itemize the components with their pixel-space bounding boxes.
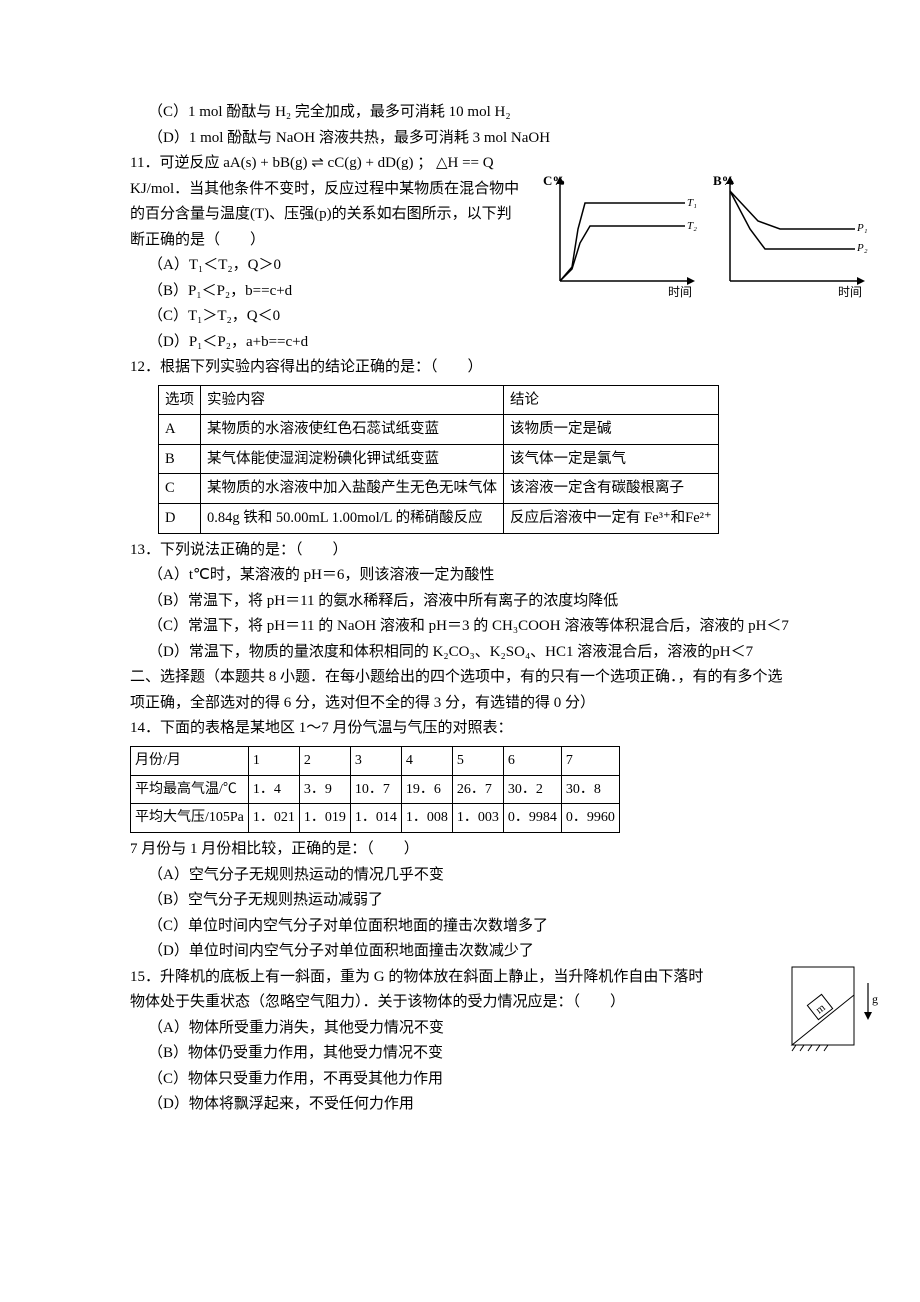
table-row: 月份/月 1 2 3 4 5 6 7 [131,746,620,775]
cell: 1．014 [350,804,401,833]
table-row: 平均大气压/105Pa 1．021 1．019 1．014 1．008 1．00… [131,804,620,833]
cell: D [159,504,201,534]
q11: 11．可逆反应 aA(s) + bB(g) ⇌ cC(g) + dD(g) ； … [130,151,790,355]
th: 3 [350,746,401,775]
th: 4 [401,746,452,775]
section-2-heading: 二、选择题（本题共 8 小题．在每小题给出的四个选项中，有的只有一个选项正确．，… [130,665,790,716]
cell: 0．9960 [561,804,619,833]
cell: 该气体一定是氯气 [504,444,719,474]
q15-figure: m g [790,965,880,1055]
q11-option-b: （B）P₁＜P₂，b==c+d [130,279,520,305]
cell: 30．8 [561,775,619,804]
th: 5 [452,746,503,775]
q14-stem: 14．下面的表格是某地区 1～7 月份气温与气压的对照表： [130,716,790,742]
th-conclusion: 结论 [504,385,719,415]
q15-option-a: （A）物体所受重力消失，其他受力情况不变 [130,1016,790,1042]
q15-stem: 15．升降机的底板上有一斜面，重为 G 的物体放在斜面上静止，当升降机作自由下落… [130,965,710,1016]
cell: 26．7 [452,775,503,804]
q15: 15．升降机的底板上有一斜面，重为 G 的物体放在斜面上静止，当升降机作自由下落… [130,965,790,1118]
table-row: 选项 实验内容 结论 [159,385,719,415]
q11-option-c: （C）T₁＞T₂，Q＜0 [130,304,520,330]
cell: 该溶液一定含有碳酸根离子 [504,474,719,504]
q11-option-a: （A）T₁＜T₂，Q＞0 [130,253,520,279]
cell: 0．9984 [503,804,561,833]
q14-option-d: （D）单位时间内空气分子对单位面积地面撞击次数减少了 [130,939,790,965]
q13-stem: 13．下列说法正确的是：（ ） [130,538,790,564]
q14-table: 月份/月 1 2 3 4 5 6 7 平均最高气温/℃ 1．4 3．9 10．7… [130,746,620,833]
q11-stem-1: 11．可逆反应 aA(s) + bB(g) ⇌ cC(g) + dD(g) ； … [130,151,520,177]
th-content: 实验内容 [201,385,504,415]
q15-option-c: （C）物体只受重力作用，不再受其他力作用 [130,1067,790,1093]
row-label: 平均大气压/105Pa [131,804,249,833]
cell: B [159,444,201,474]
q15-option-d: （D）物体将飘浮起来，不受任何力作用 [130,1092,790,1118]
q10-option-d: （D）1 mol 酚酞与 NaOH 溶液共热，最多可消耗 3 mol NaOH [130,126,790,152]
q11-charts: C% 时间 T₁ T₂ B% 时间 P₁ P₂ [540,171,880,301]
q14-option-b: （B）空气分子无规则热运动减弱了 [130,888,790,914]
cell: 1．003 [452,804,503,833]
q14-option-c: （C）单位时间内空气分子对单位面积地面的撞击次数增多了 [130,914,790,940]
chart-l-ylabel: C% [543,173,565,188]
q13-option-a: （A）t℃时，某溶液的 pH＝6，则该溶液一定为酸性 [130,563,790,589]
chart-l-t1: T₁ [687,197,697,209]
cell: 某物质的水溶液使红色石蕊试纸变蓝 [201,415,504,445]
q13-option-b: （B）常温下，将 pH＝11 的氨水稀释后，溶液中所有离子的浓度均降低 [130,589,790,615]
q11-option-d: （D）P₁＜P₂，a+b==c+d [130,330,520,356]
chart-l-t2: T₂ [687,220,697,232]
q12-table: 选项 实验内容 结论 A 某物质的水溶液使红色石蕊试纸变蓝 该物质一定是碱 B … [158,385,719,534]
q13-option-c: （C）常温下，将 pH＝11 的 NaOH 溶液和 pH＝3 的 CH₃COOH… [130,614,790,640]
chart-l-xlabel: 时间 [668,285,692,299]
th: 6 [503,746,561,775]
q11-chart-left: C% 时间 T₁ T₂ [540,171,710,301]
q15-option-b: （B）物体仍受重力作用，其他受力情况不变 [130,1041,790,1067]
cell: 3．9 [299,775,350,804]
th: 月份/月 [131,746,249,775]
q14-option-a: （A）空气分子无规则热运动的情况几乎不变 [130,863,790,889]
chart-r-p2: P₂ [856,242,868,254]
q11-chart-right: B% 时间 P₁ P₂ [710,171,880,301]
th-opt: 选项 [159,385,201,415]
table-row: A 某物质的水溶液使红色石蕊试纸变蓝 该物质一定是碱 [159,415,719,445]
th: 7 [561,746,619,775]
chart-r-p1: P₁ [856,222,868,234]
q13-option-d: （D）常温下，物质的量浓度和体积相同的 K₂CO₃、K₂SO₄、HC1 溶液混合… [130,640,790,666]
cell: 30．2 [503,775,561,804]
cell: 1．4 [248,775,299,804]
cell: 19．6 [401,775,452,804]
cell: 1．019 [299,804,350,833]
cell: 某气体能使湿润淀粉碘化钾试纸变蓝 [201,444,504,474]
cell: 1．008 [401,804,452,833]
q14-sub: 7 月份与 1 月份相比较，正确的是：（ ） [130,837,790,863]
table-row: B 某气体能使湿润淀粉碘化钾试纸变蓝 该气体一定是氯气 [159,444,719,474]
fig-g-label: g [872,992,878,1006]
cell: 1．021 [248,804,299,833]
cell: 某物质的水溶液中加入盐酸产生无色无味气体 [201,474,504,504]
th: 1 [248,746,299,775]
cell: 10．7 [350,775,401,804]
row-label: 平均最高气温/℃ [131,775,249,804]
q10-option-c: （C）1 mol 酚酞与 H₂ 完全加成，最多可消耗 10 mol H₂ [130,100,790,126]
cell: A [159,415,201,445]
th: 2 [299,746,350,775]
q12-stem: 12．根据下列实验内容得出的结论正确的是：（ ） [130,355,790,381]
chart-r-xlabel: 时间 [838,285,862,299]
table-row: C 某物质的水溶液中加入盐酸产生无色无味气体 该溶液一定含有碳酸根离子 [159,474,719,504]
cell: C [159,474,201,504]
q11-stem-2: KJ/mol．当其他条件不变时，反应过程中某物质在混合物中的百分含量与温度(T)… [130,177,520,254]
chart-r-ylabel: B% [713,173,735,188]
cell: 反应后溶液中一定有 Fe³⁺和Fe²⁺ [504,504,719,534]
table-row: 平均最高气温/℃ 1．4 3．9 10．7 19．6 26．7 30．2 30．… [131,775,620,804]
cell: 0.84g 铁和 50.00mL 1.00mol/L 的稀硝酸反应 [201,504,504,534]
table-row: D 0.84g 铁和 50.00mL 1.00mol/L 的稀硝酸反应 反应后溶… [159,504,719,534]
cell: 该物质一定是碱 [504,415,719,445]
